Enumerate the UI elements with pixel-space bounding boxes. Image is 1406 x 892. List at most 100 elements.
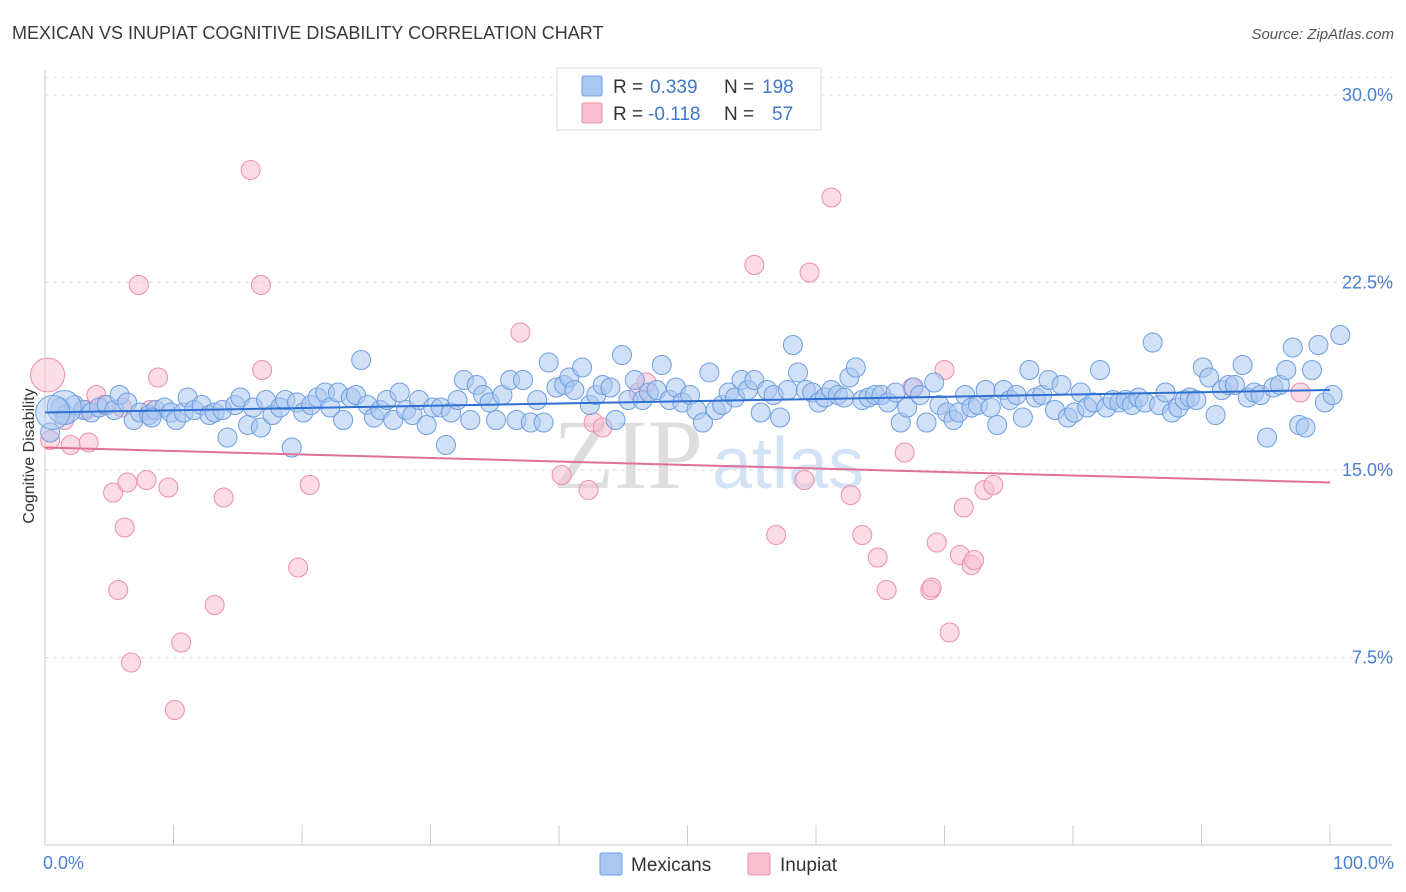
inupiat-point-46	[921, 577, 942, 598]
mexicans-point-148	[1012, 407, 1033, 428]
legend-r-label-2: R =	[613, 104, 643, 125]
mexicans-point-143	[980, 397, 1001, 418]
inupiat-point-20	[204, 595, 225, 615]
mexicans-point-88	[624, 370, 645, 390]
inupiat-point-23	[250, 275, 271, 295]
bottom-legend-inupiat: Inupiat	[780, 855, 838, 876]
inupiat-point-51	[953, 497, 974, 518]
mexicans-point-194	[1308, 335, 1329, 355]
mexicans-point-189	[1276, 360, 1297, 380]
inupiat-points	[30, 160, 1311, 720]
inupiat-point-10	[114, 517, 135, 538]
legend-swatch-mexicans	[581, 75, 603, 97]
mexicans-point-192	[1295, 417, 1316, 438]
trend-lines	[44, 389, 1331, 484]
mexicans-point-35	[281, 437, 302, 458]
mexicans-point-46	[351, 350, 372, 370]
mexicans-point-178	[1205, 405, 1226, 425]
y-tick-label-3: 30.0%	[1342, 85, 1393, 105]
inupiat-point-56	[1290, 382, 1311, 403]
legend-box: R = 0.339 N = 198 R = -0.118 N = 57	[556, 67, 822, 131]
legend-r-value-2: -0.118	[648, 104, 700, 125]
mexicans-point-193	[1302, 360, 1323, 380]
mexicans-point-149	[1019, 360, 1040, 380]
legend-n-label-1: N =	[724, 77, 754, 98]
x-tick-label-max: 100.0%	[1333, 853, 1394, 873]
mexicans-point-154	[1051, 375, 1072, 395]
bottom-legend-mexicans: Mexicans	[631, 855, 711, 876]
mexicans-point-85	[605, 410, 626, 430]
mexicans-point-61	[447, 390, 468, 410]
y-tick-label-0: 7.5%	[1352, 648, 1393, 668]
mexicans-trend-line	[44, 389, 1331, 414]
inupiat-point-18	[164, 700, 185, 720]
mexicans-point-190	[1282, 337, 1303, 358]
inupiat-point-4	[78, 432, 99, 453]
inupiat-point-22	[240, 160, 261, 180]
mexicans-point-43	[333, 410, 354, 430]
mexicans-points	[35, 325, 1351, 458]
mexicans-point-52	[389, 382, 410, 403]
mexicans-point-98	[692, 412, 713, 433]
mexicans-point-160	[1089, 360, 1110, 380]
mexicans-point-186	[1257, 427, 1278, 448]
legend-n-label-2: N =	[724, 104, 754, 125]
mexicans-point-111	[777, 380, 798, 400]
inupiat-point-8	[108, 580, 129, 600]
inupiat-point-21	[213, 487, 234, 508]
chart-source: Source: ZipAtlas.com	[1251, 26, 1394, 43]
mexicans-point-71	[513, 370, 534, 390]
x-tick-marks	[44, 825, 1331, 845]
mexicans-point-86	[611, 345, 632, 365]
mexicans-point-182	[1232, 355, 1253, 375]
inupiat-point-7	[103, 482, 124, 503]
inupiat-point-43	[894, 442, 915, 463]
mexicans-point-74	[533, 412, 554, 433]
mexicans-point-73	[527, 390, 548, 410]
mexicans-point-168	[1142, 332, 1163, 353]
inupiat-point-37	[799, 262, 820, 283]
mexicans-point-196	[1322, 385, 1343, 405]
watermark-zip: ZIP	[553, 399, 703, 510]
inupiat-point-13	[128, 275, 149, 295]
mexicans-point-107	[750, 402, 771, 423]
inupiat-point-17	[158, 477, 179, 498]
inupiat-point-34	[744, 255, 765, 275]
mexicans-point-113	[788, 362, 809, 383]
mexicans-point-144	[987, 415, 1008, 435]
legend-r-value-1: 0.339	[650, 77, 698, 98]
mexicans-point-122	[845, 357, 866, 378]
bottom-legend-swatch-inupiat	[747, 852, 771, 876]
inupiat-point-25	[288, 557, 309, 578]
mexicans-point-75	[538, 352, 559, 373]
x-tick-label-min: 0.0%	[43, 853, 84, 873]
inupiat-point-14	[136, 470, 157, 490]
mexicans-point-175	[1186, 390, 1207, 410]
watermark-atlas: atlas	[712, 424, 864, 504]
mexicans-point-133	[916, 412, 937, 433]
inupiat-point-24	[252, 360, 273, 380]
inupiat-large-point-0	[30, 357, 66, 393]
mexicans-point-181	[1224, 375, 1245, 395]
inupiat-point-53	[964, 550, 985, 570]
inupiat-point-11	[117, 472, 138, 493]
mexicans-point-63	[460, 410, 481, 430]
legend-swatch-inupiat	[581, 102, 603, 124]
mexicans-point-197	[1330, 325, 1351, 345]
mexicans-point-198	[141, 407, 162, 428]
inupiat-point-41	[867, 547, 888, 568]
mexicans-point-30	[250, 417, 271, 438]
mexicans-point-112	[782, 335, 803, 355]
mexicans-point-92	[651, 355, 672, 375]
legend-n-value-1: 198	[762, 77, 794, 98]
legend-r-label-1: R =	[613, 77, 643, 98]
inupiat-point-55	[983, 475, 1004, 495]
mexicans-point-80	[572, 357, 593, 378]
mexicans-point-177	[1199, 367, 1220, 388]
bottom-legend-swatch-mexicans	[599, 852, 623, 876]
inupiat-point-27	[510, 322, 531, 343]
mexicans-point-56	[416, 415, 437, 435]
inupiat-point-28	[551, 465, 572, 485]
mexicans-point-110	[770, 407, 791, 428]
